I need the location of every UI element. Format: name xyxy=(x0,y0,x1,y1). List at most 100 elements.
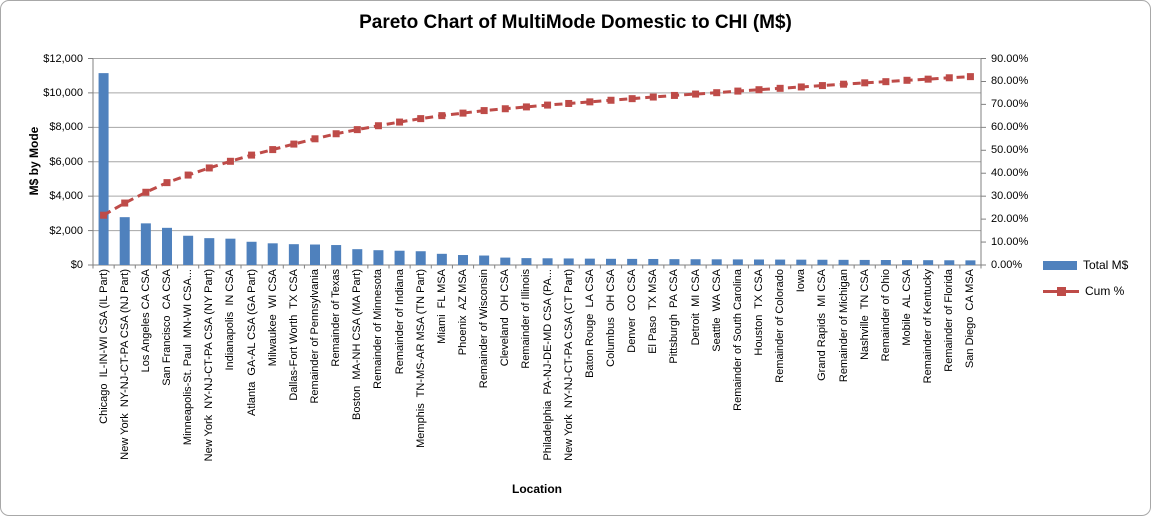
cum-marker-31[interactable] xyxy=(734,87,742,95)
bar-1[interactable] xyxy=(98,73,109,266)
cum-marker-4[interactable] xyxy=(163,179,171,187)
cum-marker-12[interactable] xyxy=(332,130,340,138)
bar-22[interactable] xyxy=(542,258,553,265)
cum-marker-7[interactable] xyxy=(226,157,234,165)
bar-2[interactable] xyxy=(119,217,130,265)
cum-marker-16[interactable] xyxy=(417,115,425,123)
bar-34[interactable] xyxy=(796,259,807,265)
bar-14[interactable] xyxy=(373,250,384,265)
x-axis-label: Cleveland OH CSA xyxy=(499,269,512,367)
cum-marker-1[interactable] xyxy=(100,211,108,219)
bar-23[interactable] xyxy=(563,258,574,265)
bar-5[interactable] xyxy=(183,235,194,265)
bar-36[interactable] xyxy=(838,259,849,265)
bar-11[interactable] xyxy=(310,244,320,265)
bar-37[interactable] xyxy=(859,259,870,265)
cum-marker-14[interactable] xyxy=(374,122,382,130)
bar-30[interactable] xyxy=(711,259,722,265)
bar-15[interactable] xyxy=(394,250,405,265)
bar-17[interactable] xyxy=(436,253,447,265)
cum-marker-33[interactable] xyxy=(776,84,784,92)
bar-18[interactable] xyxy=(458,255,468,265)
cum-line xyxy=(102,75,971,217)
bar-38[interactable] xyxy=(880,260,891,265)
cum-marker-27[interactable] xyxy=(649,93,657,101)
cum-marker-11[interactable] xyxy=(311,135,319,143)
x-axis-label: Seattle WA CSA xyxy=(710,269,723,352)
cum-marker-29[interactable] xyxy=(692,90,700,98)
bar-21[interactable] xyxy=(521,258,532,265)
bar-6[interactable] xyxy=(204,238,215,265)
right-axis-tick-label: 80.00% xyxy=(991,75,1029,88)
bar-3[interactable] xyxy=(140,223,151,265)
cum-marker-13[interactable] xyxy=(353,126,361,134)
cum-marker-23[interactable] xyxy=(565,99,573,107)
cum-marker-30[interactable] xyxy=(713,89,721,97)
bar-40[interactable] xyxy=(923,260,934,265)
cum-marker-24[interactable] xyxy=(586,98,594,106)
x-axis-label: Iowa xyxy=(795,269,808,293)
cum-marker-20[interactable] xyxy=(501,105,509,113)
cum-marker-19[interactable] xyxy=(480,107,488,115)
bar-16[interactable] xyxy=(415,251,426,265)
cum-marker-10[interactable] xyxy=(290,140,298,148)
cum-marker-35[interactable] xyxy=(818,82,826,90)
bar-33[interactable] xyxy=(775,259,786,265)
right-axis-tick-label: 50.00% xyxy=(991,144,1029,157)
legend-line-swatch-icon xyxy=(1043,286,1079,296)
bar-19[interactable] xyxy=(479,255,490,265)
bar-29[interactable] xyxy=(690,259,701,265)
cum-marker-22[interactable] xyxy=(544,101,552,109)
cum-marker-42[interactable] xyxy=(966,73,974,81)
bar-26[interactable] xyxy=(627,258,638,265)
right-axis-tick-label: 60.00% xyxy=(991,121,1029,134)
bar-39[interactable] xyxy=(902,260,912,265)
cum-marker-6[interactable] xyxy=(205,164,213,172)
bar-8[interactable] xyxy=(246,241,257,265)
bar-9[interactable] xyxy=(267,243,278,265)
bar-27[interactable] xyxy=(648,258,659,265)
x-axis-label: Remainder of Florida xyxy=(943,269,956,372)
bar-10[interactable] xyxy=(288,244,299,265)
cum-marker-9[interactable] xyxy=(269,146,277,154)
cum-marker-40[interactable] xyxy=(924,75,932,83)
cum-marker-21[interactable] xyxy=(522,103,530,111)
cum-marker-2[interactable] xyxy=(121,199,129,207)
cum-marker-5[interactable] xyxy=(184,171,192,179)
bar-32[interactable] xyxy=(754,259,764,265)
bar-4[interactable] xyxy=(162,227,172,265)
legend-entry-cum[interactable]: Cum % xyxy=(1043,278,1128,304)
cum-marker-39[interactable] xyxy=(903,76,911,84)
cum-marker-34[interactable] xyxy=(797,83,805,91)
bar-12[interactable] xyxy=(331,245,342,265)
bar-20[interactable] xyxy=(500,257,511,265)
cum-marker-36[interactable] xyxy=(840,80,848,88)
bar-25[interactable] xyxy=(606,258,616,265)
cum-marker-15[interactable] xyxy=(396,118,404,126)
cum-marker-41[interactable] xyxy=(945,74,953,82)
x-axis-label: Detroit MI CSA xyxy=(689,269,702,346)
cum-marker-32[interactable] xyxy=(755,86,763,94)
cum-marker-26[interactable] xyxy=(628,95,636,103)
x-axis-label: Remainder of Wisconsin xyxy=(478,269,491,389)
bar-41[interactable] xyxy=(944,260,955,265)
bar-35[interactable] xyxy=(817,259,828,265)
cum-marker-17[interactable] xyxy=(438,112,446,120)
cum-marker-38[interactable] xyxy=(882,78,890,86)
cum-marker-25[interactable] xyxy=(607,96,615,104)
cum-marker-3[interactable] xyxy=(142,188,150,196)
bar-31[interactable] xyxy=(732,259,743,265)
bar-13[interactable] xyxy=(352,249,363,265)
bar-7[interactable] xyxy=(225,238,236,265)
bar-28[interactable] xyxy=(669,259,680,265)
x-axis-label: Phoenix AZ MSA xyxy=(457,269,469,356)
legend-entry-total[interactable]: Total M$ xyxy=(1043,252,1128,278)
bar-42[interactable] xyxy=(965,260,976,265)
x-axis-title: Location xyxy=(512,482,562,496)
cum-marker-37[interactable] xyxy=(861,79,869,87)
cum-marker-18[interactable] xyxy=(459,109,467,117)
cum-marker-8[interactable] xyxy=(248,151,256,159)
cum-marker-28[interactable] xyxy=(670,91,678,99)
bar-24[interactable] xyxy=(584,258,595,265)
x-axis-label: Minneapolis-St. Paul MN-WI CSA... xyxy=(182,269,195,446)
